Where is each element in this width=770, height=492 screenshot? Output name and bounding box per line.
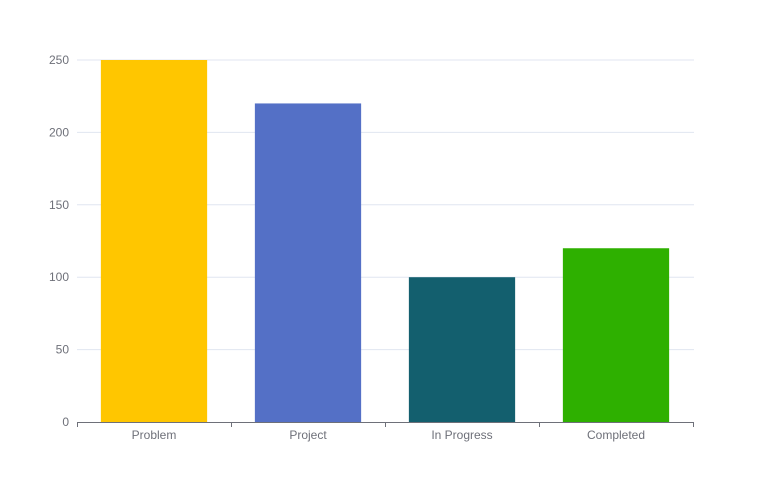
x-tick-label: Project xyxy=(289,428,327,442)
bar-problem[interactable] xyxy=(100,60,208,422)
bars xyxy=(100,60,670,422)
y-tick-label: 100 xyxy=(49,270,69,284)
x-axis: Problem Project In Progress Completed xyxy=(77,422,694,442)
bar-in-progress[interactable] xyxy=(408,277,516,422)
x-tick-label: In Progress xyxy=(431,428,492,442)
y-axis: 0 50 100 150 200 250 xyxy=(49,53,69,429)
y-tick-label: 150 xyxy=(49,198,69,212)
bar-completed[interactable] xyxy=(562,248,670,422)
bar-project[interactable] xyxy=(254,103,362,422)
x-tick-label: Problem xyxy=(132,428,177,442)
y-tick-label: 250 xyxy=(49,53,69,67)
y-tick-label: 200 xyxy=(49,125,69,139)
x-tick-label: Completed xyxy=(587,428,645,442)
y-tick-label: 0 xyxy=(62,415,69,429)
y-tick-label: 50 xyxy=(56,343,70,357)
